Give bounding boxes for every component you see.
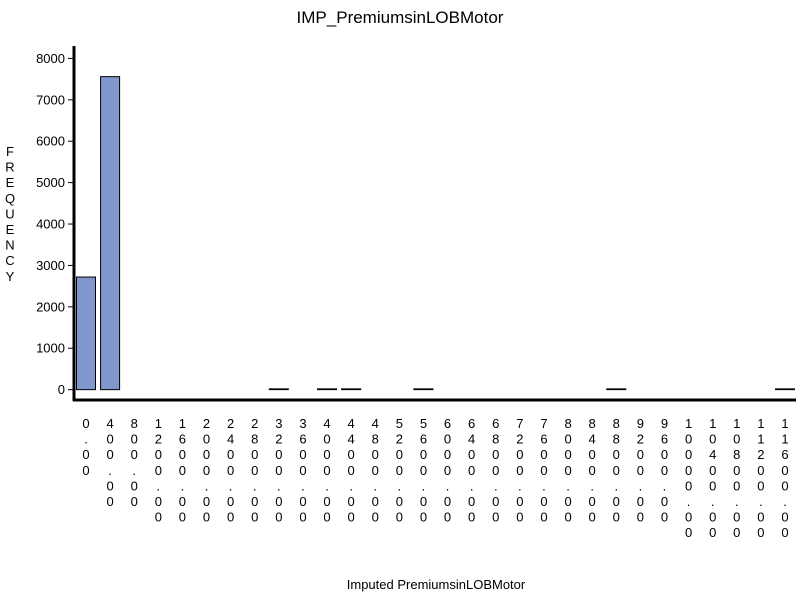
histogram-bar [341,388,362,391]
histogram-bar [775,388,795,391]
histogram-bar [606,388,627,391]
y-axis: 0 1000 2000 3000 4000 5000 6000 7000 8000 [36,46,76,401]
histogram-bar [268,388,289,391]
y-tick-label: 1000 [36,341,65,356]
y-tick-label: 2000 [36,299,65,314]
y-tick-label: 3000 [36,258,65,273]
y-tick-label: 5000 [36,175,65,190]
bars [76,76,795,391]
y-tick-label: 0 [58,382,65,397]
x-axis: 0. 0 0 4 0 0. 0 0 8 0 0. 0 0 1 2 0 0. 0 0 1 6 0 0. 0 0 2 0 0 0. 0 0 2 4 0… [73,398,796,540]
histogram-bar [76,276,96,391]
histogram-bar [317,388,338,391]
y-tick-label: 7000 [36,92,65,107]
y-tick-label: 4000 [36,217,65,232]
x-axis-label: Imputed PremiumsinLOBMotor [347,577,526,592]
y-tick-label: 8000 [36,51,65,66]
y-tick-label: 6000 [36,134,65,149]
histogram-bar [100,76,121,391]
chart-title: IMP_PremiumsinLOBMotor [297,8,504,27]
histogram-bar [413,388,434,391]
